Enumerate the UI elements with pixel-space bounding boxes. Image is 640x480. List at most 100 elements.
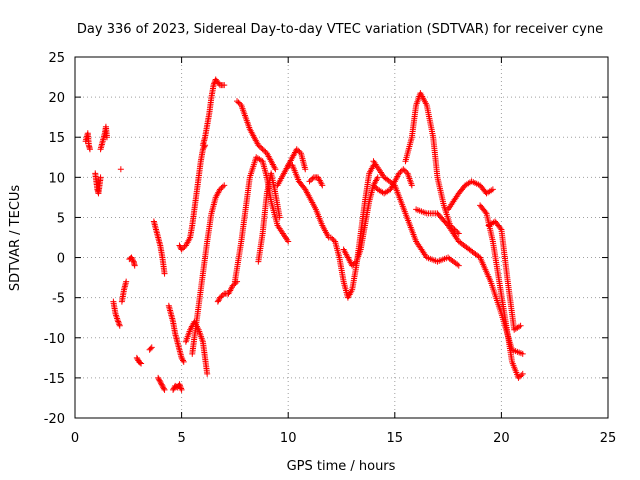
data-point-trace (482, 209, 489, 216)
data-point-trace (180, 357, 187, 364)
data-point-trace (516, 373, 523, 380)
data-point (128, 254, 135, 261)
data-point (221, 182, 228, 189)
y-tick-label: -10 (44, 332, 65, 347)
series-sat-n (176, 142, 209, 253)
data-point-trace (397, 168, 404, 175)
series-sat-g (126, 254, 138, 269)
data-point-trace (330, 237, 337, 244)
series-sat-q (199, 76, 228, 149)
y-tick-label: 25 (48, 51, 65, 66)
data-point-trace (134, 356, 141, 363)
data-point (86, 146, 93, 153)
data-point (178, 354, 185, 361)
data-point (349, 262, 356, 269)
data-point-trace (518, 372, 525, 379)
data-point-trace (295, 147, 302, 154)
data-point (117, 166, 124, 173)
data-point (176, 242, 183, 249)
data-point-trace (373, 185, 380, 192)
data-point-trace (115, 319, 122, 326)
data-point-trace (258, 144, 265, 151)
data-point-trace (137, 359, 144, 366)
data-point (161, 386, 168, 393)
data-point-trace (116, 321, 123, 328)
data-point (517, 322, 524, 329)
data-point (285, 238, 292, 245)
y-tick-label: -20 (44, 412, 65, 427)
data-point (489, 186, 496, 193)
data-point (178, 246, 185, 253)
x-tick-label: 0 (71, 431, 79, 446)
data-point-trace (178, 385, 185, 392)
series-sat-k (155, 374, 168, 393)
data-point (515, 374, 522, 381)
data-point-trace (157, 380, 164, 387)
x-axis: 0 5 10 15 20 25 (71, 57, 616, 446)
data-point (221, 82, 228, 89)
data-point-trace (179, 356, 186, 363)
x-tick-label: 5 (177, 431, 185, 446)
data-point (178, 386, 185, 393)
chart-title: Day 336 of 2023, Sidereal Day-to-day VTE… (77, 22, 603, 37)
data-point-trace (156, 377, 163, 384)
series-sat-f (118, 278, 130, 305)
data-point (216, 294, 223, 301)
y-tick-label: 0 (57, 252, 65, 267)
data-point-trace (177, 384, 184, 391)
data-point-trace (261, 147, 268, 154)
data-point (400, 166, 407, 173)
series-sat-v (274, 162, 332, 241)
data-point-trace (350, 261, 357, 268)
y-tick-label: -5 (52, 292, 65, 307)
data-points (82, 76, 526, 393)
data-point (176, 381, 183, 388)
series-sat-z (340, 174, 381, 269)
data-point (131, 262, 138, 269)
data-point (161, 270, 168, 277)
data-point (133, 354, 140, 361)
series-sat-m (170, 381, 185, 393)
series-sat-ag (485, 218, 524, 333)
data-point-trace (235, 99, 242, 106)
data-point (103, 134, 110, 141)
data-point-trace (329, 235, 336, 242)
series-sat-b (92, 170, 104, 197)
y-tick-label: -15 (44, 372, 65, 387)
series-sat-af (477, 202, 526, 381)
data-point-trace (158, 381, 165, 388)
plot-frame (74, 56, 609, 419)
data-point-trace (115, 318, 122, 325)
data-point (159, 382, 166, 389)
series-sat-x (306, 174, 326, 189)
data-point (157, 378, 164, 385)
series-sat-i (146, 344, 155, 353)
data-point-trace (177, 382, 184, 389)
y-tick-label: 5 (57, 211, 65, 226)
data-point-trace (219, 291, 226, 298)
data-point-trace (160, 384, 167, 391)
data-point-trace (296, 148, 303, 155)
data-point (114, 317, 121, 324)
data-point (214, 298, 221, 305)
series-sat-w (285, 146, 309, 173)
series-sat-a (82, 130, 93, 153)
data-point-trace (160, 385, 167, 392)
data-point (216, 186, 223, 193)
data-point-trace (309, 175, 316, 182)
series-sat-c (97, 123, 110, 153)
series-sat-ab (370, 158, 462, 269)
series-sat-j (150, 218, 168, 277)
data-point-trace (307, 177, 314, 184)
data-point (519, 370, 526, 377)
data-point-trace (231, 281, 238, 288)
data-point (148, 344, 155, 351)
data-point (123, 278, 130, 285)
x-tick-label: 20 (493, 431, 510, 446)
data-point (259, 146, 266, 153)
series-sat-p (189, 182, 228, 357)
data-point (370, 182, 377, 189)
series-sat-s (234, 98, 279, 173)
data-point-trace (256, 143, 263, 150)
